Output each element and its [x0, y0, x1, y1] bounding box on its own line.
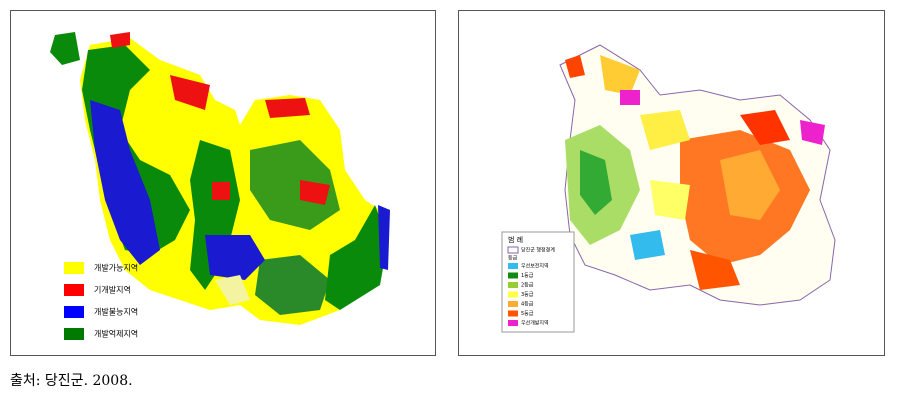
legend-label: 5등급 — [521, 311, 534, 317]
legend-swatch — [64, 284, 84, 296]
legend-swatch — [508, 301, 518, 307]
legend-label: 당진군 행정경계 — [521, 247, 555, 254]
legend-label: 2등급 — [521, 283, 534, 289]
legend-swatch — [508, 291, 518, 298]
legend-label: 개발불능지역 — [94, 307, 138, 317]
legend-label: 1등급 — [521, 273, 534, 279]
legend-swatch — [508, 282, 518, 288]
legend-swatch — [508, 310, 518, 317]
left-map — [50, 32, 390, 325]
caption: 출처: 당진군. 2008. — [10, 373, 133, 389]
legend-swatch — [507, 246, 519, 254]
legend-label: 우선개발지역 — [521, 320, 549, 327]
legend-label: 개발가능지역 — [94, 263, 138, 273]
legend-swatch — [508, 272, 518, 279]
legend-swatch — [64, 328, 84, 340]
legend-label: 4등급 — [521, 302, 534, 308]
legend-swatch — [508, 263, 518, 269]
legend-label: 개발억제지역 — [94, 329, 138, 339]
right-map — [559, 44, 836, 306]
legend-label: 등급 — [508, 256, 518, 262]
legend-label: 우선보전지역 — [521, 263, 549, 270]
legend-title: 범 례 — [508, 235, 523, 244]
legend-swatch — [508, 320, 518, 326]
legend-swatch — [64, 306, 84, 318]
legend-swatch — [64, 262, 84, 274]
legend-label: 3등급 — [521, 292, 534, 298]
legend-label: 기개발지역 — [94, 285, 131, 295]
